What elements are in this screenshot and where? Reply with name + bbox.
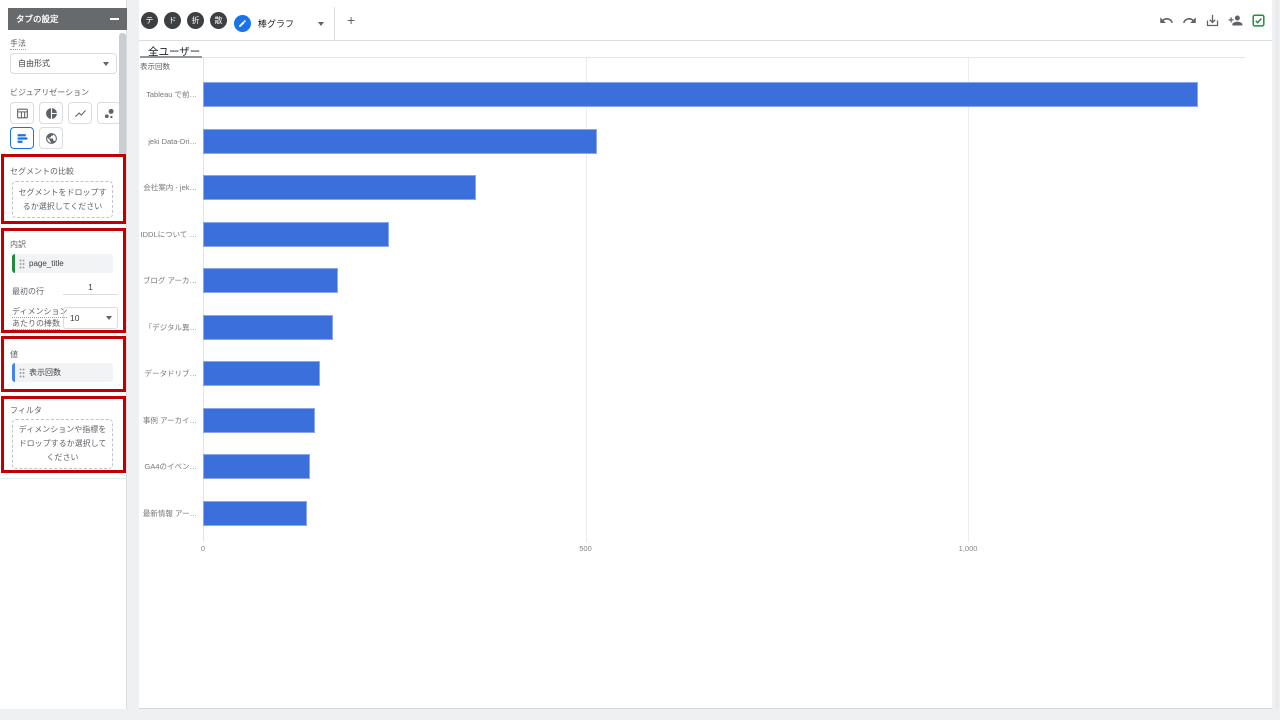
technique-value: 自由形式 [18,59,50,68]
bar-plot: 0 500 1,000 Tableau で前… jeki Data-Dri… 会社案内 -… [139,0,1245,560]
bar[interactable] [203,268,338,293]
chevron-down-icon [103,61,109,66]
axis-metric-label: 表示回数 [140,62,170,71]
table-row: 「デジタル異… [139,314,1245,340]
chevron-down-icon [106,316,112,320]
category-label: GA4のイベン… [144,462,197,471]
collapsed-tab-2[interactable]: ド [164,11,181,29]
axis-zero-line [203,58,204,542]
gridline [968,58,970,542]
sidebar-scrollbar[interactable] [119,33,126,157]
table-row: データドリブ… [139,361,1245,386]
table-row: ブログ アーカ… [139,268,1245,293]
metric-color-bar [12,363,15,382]
category-label: jeki Data-Dri… [148,136,197,146]
line-chart-icon[interactable] [68,102,92,124]
minimize-icon[interactable] [110,18,119,20]
donut-chart-icon[interactable] [39,102,63,124]
table-row: jeki Data-Dri… [139,128,1245,154]
export-sheets-icon[interactable] [1251,13,1266,28]
redo-icon[interactable] [1182,13,1197,28]
active-tab-label: 棒グラフ [258,19,295,29]
category-label: 「デジタル異… [144,322,197,332]
bar[interactable] [203,128,597,154]
segment-tab-underline [140,56,202,58]
table-row: GA4のイベン… [139,454,1245,479]
filter-dropzone[interactable]: ディメンションや指標をドロップするか選択してください [12,419,113,469]
category-label: IDDLについて … [140,229,197,239]
edit-pencil-icon [234,15,251,32]
bar[interactable] [203,361,320,386]
technique-select[interactable]: 自由形式 [10,53,117,74]
collapsed-tab-3[interactable]: 折 [187,11,204,29]
category-label: 事例 アーカイ… [142,415,197,425]
category-label: 最新情報 アー… [142,508,197,518]
toolbar-actions [1159,0,1266,41]
table-row: 最新情報 アー… [139,500,1245,526]
collapsed-tab-1[interactable]: テ [141,11,158,29]
bar[interactable] [203,454,310,479]
bar[interactable] [203,221,389,247]
bar[interactable] [203,175,476,200]
active-tab-bar-chart[interactable]: 棒グラフ [233,7,336,40]
table-row: 会社案内 - jek… [139,175,1245,200]
drag-handle-icon [19,259,25,269]
undo-icon[interactable] [1159,13,1174,28]
collapsed-tab-4[interactable]: 散 [210,11,227,29]
technique-label: 手法 [10,39,26,50]
add-tab-button[interactable]: + [347,12,356,28]
bar-chart-icon[interactable] [10,127,34,149]
collapsed-tabs: テド折散 [141,11,233,29]
segment-tab-all-users[interactable]: 全ユーザー [148,46,201,58]
main-canvas: テド折散 棒グラフ + [139,0,1279,709]
download-icon[interactable] [1205,13,1220,28]
tabs-toolbar: テド折散 棒グラフ + [139,0,1272,41]
visualization-label: ビジュアリゼーション [10,88,90,97]
breakdown-label: 内訳 [10,240,26,249]
metric-chip-label: 表示回数 [29,368,61,377]
tab-settings-panel: タブの設定 手法 自由形式 ビジュアリゼーション セグメントの比較 セグメントを… [0,0,127,709]
first-row-label: 最初の行 [12,287,44,296]
category-label: Tableau で前… [146,90,197,99]
geo-map-icon[interactable] [39,127,63,149]
main-scrollbar[interactable] [1275,0,1279,709]
values-label: 値 [10,350,18,359]
bars-per-dimension-select[interactable]: 10 [63,307,118,329]
category-label: データドリブ… [144,369,198,378]
segment-dropzone[interactable]: セグメントをドロップするか選択してください [12,181,113,218]
first-row-input[interactable]: 1 [63,282,118,295]
bar[interactable] [203,82,1198,107]
dimension-color-bar [12,254,15,273]
tab-settings-header: タブの設定 [8,8,127,30]
category-label: ブログ アーカ… [142,276,197,285]
table-row: IDDLについて … [139,221,1245,247]
bars-per-dimension-value: 10 [70,313,80,323]
x-axis-tick-label: 1,000 [958,544,978,553]
table-icon[interactable] [10,102,34,124]
segment-divider [140,57,1245,58]
share-add-user-icon[interactable] [1228,13,1243,28]
x-axis-tick-label: 500 [579,544,592,553]
dimension-chip[interactable]: page_title [12,254,113,273]
tab-settings-title: タブの設定 [16,14,59,24]
bars-per-dimension-label: ディメンション あたりの棒数 [12,307,68,330]
metric-chip[interactable]: 表示回数 [12,363,113,382]
category-label: 会社案内 - jek… [143,183,197,192]
chevron-down-icon [318,21,325,26]
bar[interactable] [203,500,307,526]
divider [0,478,127,479]
table-row: 事例 アーカイ… [139,407,1245,433]
bar[interactable] [203,407,315,433]
dimension-chip-label: page_title [29,259,64,268]
gridline [585,58,587,542]
table-row: Tableau で前… [139,82,1245,107]
bar[interactable] [203,314,333,340]
filter-label: フィルタ [10,406,42,415]
segment-comparison-label: セグメントの比較 [10,167,74,176]
drag-handle-icon [19,368,25,378]
x-axis-tick-label: 0 [200,544,206,553]
scatter-chart-icon[interactable] [97,102,121,124]
